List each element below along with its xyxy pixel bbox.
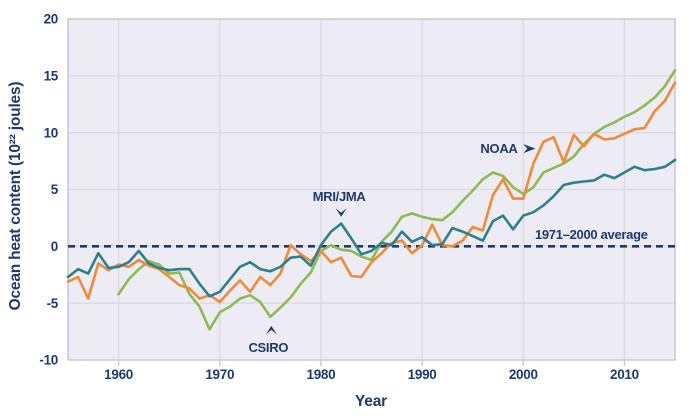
y-tick-label: 20 (44, 12, 58, 27)
up-arrow-icon (265, 325, 277, 335)
annotation-baseline-label: 1971–2000 average (535, 227, 648, 242)
annotation-csiro: CSIRO (248, 340, 288, 355)
y-tick-label: -5 (47, 296, 59, 311)
y-tick-label: 5 (51, 182, 59, 197)
x-tick-label: 1960 (104, 367, 133, 382)
noaa-line (66, 81, 677, 304)
x-tick-label: 1980 (306, 367, 335, 382)
y-tick-label: 15 (44, 69, 59, 84)
plot-border (67, 18, 676, 361)
down-arrow-icon (335, 208, 347, 217)
right-arrow-icon (523, 144, 536, 154)
y-tick-label: 10 (44, 125, 58, 140)
y-axis-title: Ocean heat content (10²² joules) (7, 81, 24, 311)
y-tick-label: -10 (39, 353, 58, 368)
x-tick-label: 2010 (610, 367, 639, 382)
y-tick-label: 0 (51, 239, 58, 254)
x-tick-label: 1990 (408, 367, 437, 382)
x-axis-title: Year (355, 393, 387, 410)
annotation-mri-jma: MRI/JMA (313, 189, 367, 204)
mri-jma-line (66, 158, 677, 298)
annotation-noaa: NOAA (480, 141, 518, 156)
x-tick-label: 2000 (509, 367, 538, 382)
x-tick-label: 1970 (205, 367, 234, 382)
